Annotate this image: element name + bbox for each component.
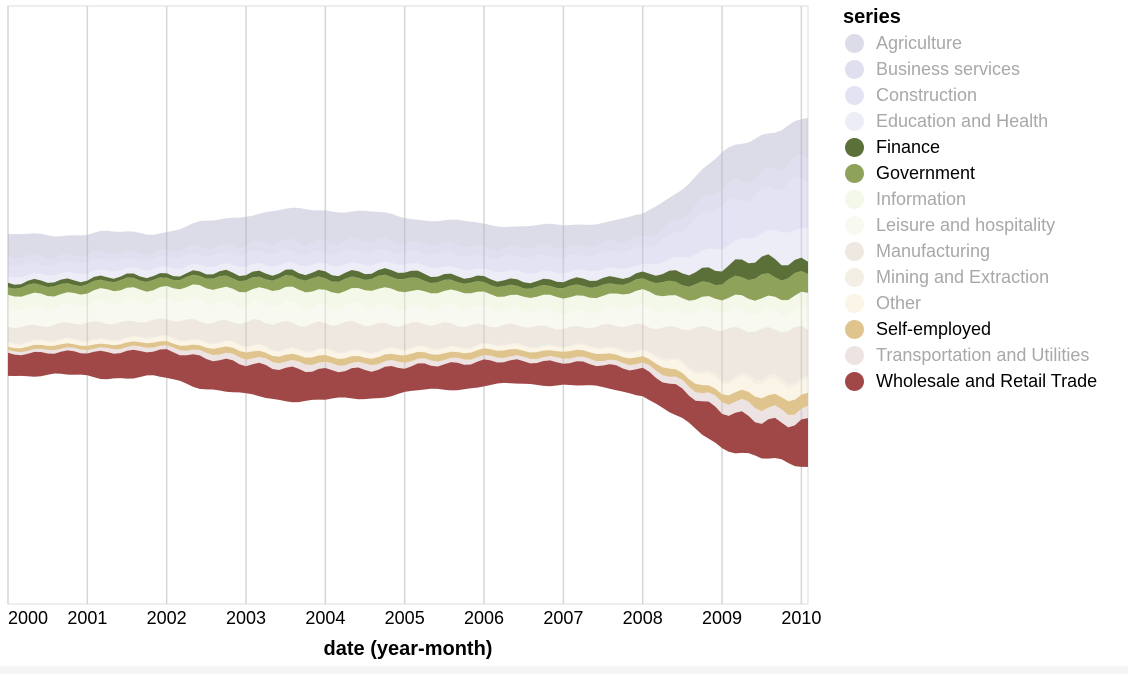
area-agriculture[interactable] <box>8 117 808 260</box>
area-mining-and-extraction[interactable] <box>8 334 808 389</box>
legend-item-leisure-and-hospitality[interactable]: Leisure and hospitality <box>843 212 1097 238</box>
legend-swatch-icon <box>845 59 864 79</box>
legend-item-mining-and-extraction[interactable]: Mining and Extraction <box>843 264 1097 290</box>
x-axis-ticks: 2000 2001 2002 2003 2004 2005 2006 2007 2008 2009… <box>8 608 821 628</box>
legend-swatch-icon <box>845 345 864 365</box>
legend: series Agriculture Business services Const… <box>843 4 1097 394</box>
x-tick-2010: 2010 <box>781 608 821 628</box>
streamgraph-chart: 2000 2001 2002 2003 2004 2005 2006 2007 2008 2009… <box>7 5 821 660</box>
area-business-services[interactable] <box>8 154 808 267</box>
legend-item-manufacturing[interactable]: Manufacturing <box>843 238 1097 264</box>
legend-swatch-icon <box>845 137 864 157</box>
legend-items: Agriculture Business services Construction… <box>843 30 1097 394</box>
legend-item-agriculture[interactable]: Agriculture <box>843 30 1097 56</box>
area-leisure-and-hospitality[interactable] <box>8 296 808 333</box>
legend-swatch-icon <box>845 267 864 287</box>
legend-swatch-icon <box>845 85 864 105</box>
legend-label: Construction <box>876 84 978 105</box>
area-self-employed[interactable] <box>8 341 808 415</box>
legend-item-wholesale-and-retail-trade[interactable]: Wholesale and Retail Trade <box>843 368 1097 394</box>
x-tick-2005: 2005 <box>385 608 425 628</box>
series-areas <box>8 117 808 467</box>
legend-label: Agriculture <box>876 32 963 53</box>
bottom-scroll-strip <box>0 666 1128 674</box>
x-tick-2000: 2000 <box>8 608 48 628</box>
x-axis-title: date (year-month) <box>324 638 493 660</box>
legend-label: Wholesale and Retail Trade <box>876 370 1098 391</box>
legend-item-other[interactable]: Other <box>843 290 1097 316</box>
x-tick-2001: 2001 <box>67 608 107 628</box>
legend-swatch-icon <box>845 371 864 391</box>
area-government[interactable] <box>8 271 808 301</box>
legend-item-transportation-and-utilities[interactable]: Transportation and Utilities <box>843 342 1097 368</box>
x-tick-2002: 2002 <box>147 608 187 628</box>
legend-item-information[interactable]: Information <box>843 186 1097 212</box>
legend-label: Leisure and hospitality <box>876 214 1056 235</box>
legend-item-self-employed[interactable]: Self-employed <box>843 316 1097 342</box>
area-finance[interactable] <box>8 254 808 289</box>
legend-title: series <box>843 6 901 28</box>
x-tick-2004: 2004 <box>305 608 345 628</box>
legend-label: Other <box>876 292 922 313</box>
legend-item-education-and-health[interactable]: Education and Health <box>843 108 1097 134</box>
area-information[interactable] <box>8 284 808 316</box>
legend-label: Transportation and Utilities <box>876 344 1090 365</box>
x-tick-2008: 2008 <box>623 608 663 628</box>
legend-item-construction[interactable]: Construction <box>843 82 1097 108</box>
legend-label: Business services <box>876 58 1021 79</box>
legend-swatch-icon <box>845 215 864 235</box>
area-manufacturing[interactable] <box>8 318 808 385</box>
x-tick-2006: 2006 <box>464 608 504 628</box>
legend-label: Information <box>876 188 967 209</box>
area-other[interactable] <box>8 336 808 402</box>
legend-swatch-icon <box>845 293 864 313</box>
legend-label: Finance <box>876 136 941 157</box>
legend-label: Self-employed <box>876 318 992 339</box>
legend-item-business-services[interactable]: Business services <box>843 56 1097 82</box>
area-wholesale-and-retail-trade[interactable] <box>8 349 808 467</box>
legend-label: Manufacturing <box>876 240 991 261</box>
area-construction[interactable] <box>8 177 808 278</box>
legend-swatch-icon <box>845 319 864 339</box>
x-tick-2009: 2009 <box>702 608 742 628</box>
area-education-and-health[interactable] <box>8 228 808 285</box>
x-tick-2007: 2007 <box>543 608 583 628</box>
legend-swatch-icon <box>845 33 864 53</box>
legend-label: Education and Health <box>876 110 1049 131</box>
legend-swatch-icon <box>845 241 864 261</box>
legend-label: Mining and Extraction <box>876 266 1050 287</box>
legend-item-finance[interactable]: Finance <box>843 134 1097 160</box>
legend-swatch-icon <box>845 111 864 131</box>
x-tick-2003: 2003 <box>226 608 266 628</box>
legend-item-government[interactable]: Government <box>843 160 1097 186</box>
legend-swatch-icon <box>845 189 864 209</box>
legend-label: Government <box>876 162 976 183</box>
legend-swatch-icon <box>845 163 864 183</box>
vertical-gridlines <box>7 6 803 604</box>
